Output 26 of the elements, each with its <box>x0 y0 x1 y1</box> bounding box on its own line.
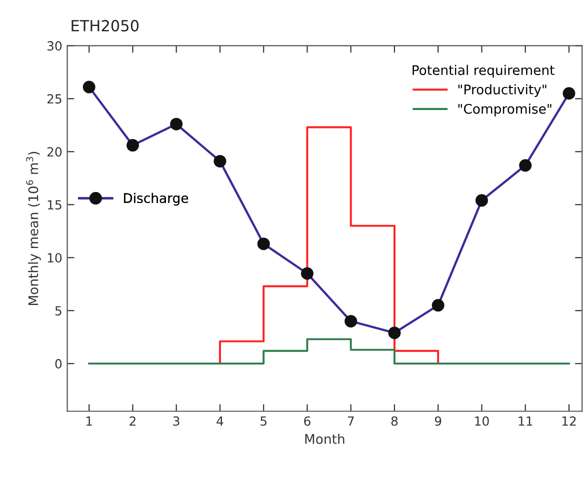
x-tick-label: 4 <box>216 416 224 426</box>
x-tick-label: 10 <box>475 416 489 426</box>
x-tick-label: 5 <box>260 416 266 426</box>
legend-label: Discharge <box>124 192 188 206</box>
y-tick-label: 30 <box>47 41 62 51</box>
y-tick-label: 15 <box>48 200 62 210</box>
x-tick-label: 9 <box>434 416 442 426</box>
x-tick-label: 3 <box>173 416 180 426</box>
x-tick-label: 2 <box>130 416 136 426</box>
y-tick-label: 0 <box>55 359 62 368</box>
y-tick-label: 20 <box>47 147 62 157</box>
x-tick-label: 12 <box>562 416 576 426</box>
x-tick-label: 8 <box>391 416 398 426</box>
y-axis-title: Monthly mean (10$^{6}$ m$^{3}$) <box>26 152 41 305</box>
x-tick-label: 11 <box>518 416 532 426</box>
y-tick-label: 25 <box>47 94 62 104</box>
x-axis-title: Month <box>305 434 344 444</box>
chart-title: ETH2050 <box>72 20 139 32</box>
x-tick-label: 7 <box>348 416 354 426</box>
legend-title: Potential requirement <box>412 64 554 78</box>
x-tick-label: 1 <box>86 416 92 426</box>
y-tick-label: 10 <box>48 253 62 263</box>
legend-label: "Compromise" <box>458 104 552 116</box>
legend-label: "Productivity" <box>458 84 546 98</box>
y-tick-label: 5 <box>55 306 62 316</box>
x-tick-label: 6 <box>304 416 310 426</box>
